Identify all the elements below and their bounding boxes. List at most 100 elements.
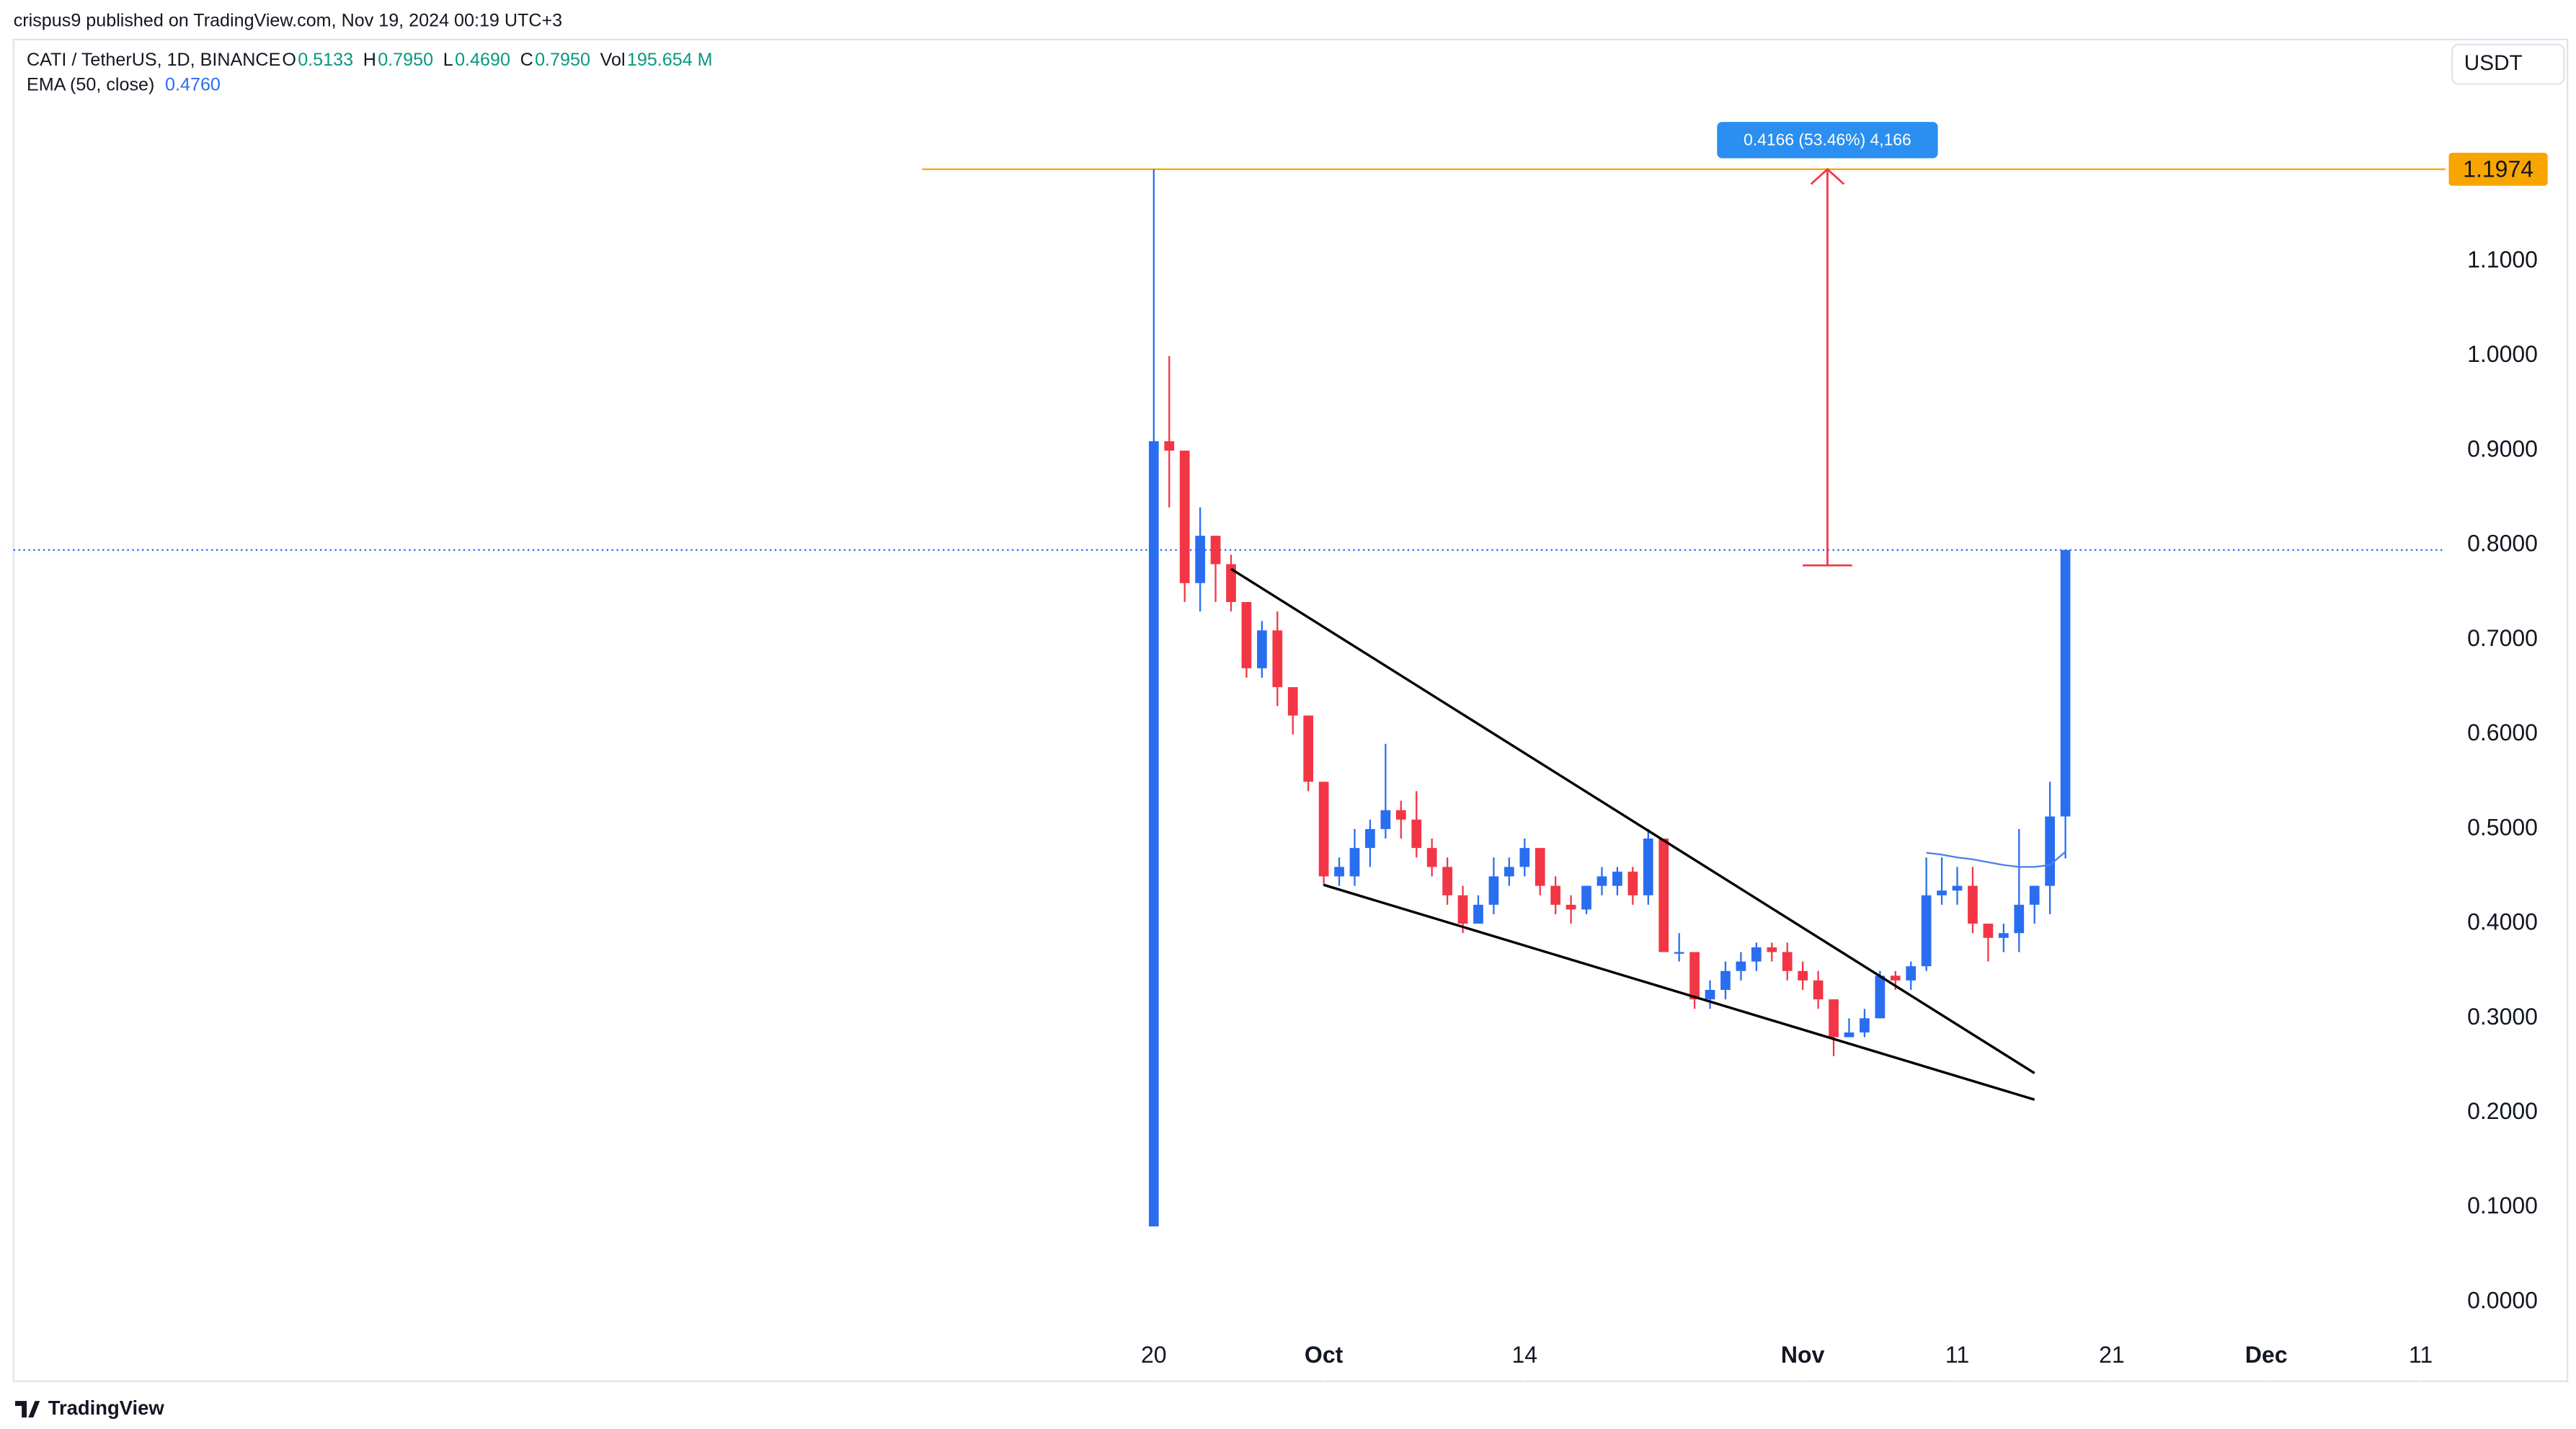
candle-body (1674, 952, 1684, 954)
candle-body (1983, 924, 1994, 938)
candle-body (1303, 715, 1314, 782)
trendline (1230, 567, 2035, 1074)
candle-body (1705, 989, 1715, 1000)
candle-body (1968, 885, 1978, 924)
candle-body (1411, 819, 1422, 849)
candle-body (1287, 687, 1298, 716)
x-tick-label: 11 (1945, 1342, 1969, 1368)
legend-value: 0.7950 (535, 50, 590, 70)
candle-body (1442, 867, 1452, 895)
candle-body (1148, 441, 1159, 1227)
candle-body (1875, 975, 1886, 1019)
candle-body (1226, 564, 1236, 602)
publisher-note: crispus9 published on TradingView.com, N… (14, 10, 562, 30)
candle-body (1535, 848, 1545, 886)
x-tick-label: 21 (2099, 1342, 2125, 1368)
chart-frame (12, 38, 2569, 1382)
y-tick-label: 1.1000 (2467, 247, 2538, 273)
candle-body (1334, 867, 1344, 877)
candle-body (1798, 970, 1808, 981)
candle-body (1782, 952, 1793, 971)
indicator-value: 0.4760 (165, 75, 221, 95)
y-tick-label: 0.8000 (2467, 531, 2538, 557)
legend-key: Vol (600, 50, 626, 70)
legend-value: 0.4690 (455, 50, 510, 70)
candle-body (1395, 810, 1406, 820)
candle-body (1952, 885, 1963, 891)
symbol-info: CATI / TetherUS, 1D, BINANCE (27, 50, 280, 70)
measure-label-box (1717, 122, 1938, 159)
candle-body (1210, 536, 1221, 565)
candle-body (1596, 876, 1607, 886)
candle-body (1813, 980, 1824, 1000)
measure-arrowhead (1810, 167, 1845, 185)
candle-body (1488, 876, 1499, 905)
candle-body (1890, 975, 1901, 981)
ema-line (1926, 851, 2066, 868)
candle-body (1504, 867, 1514, 877)
candle-body (1736, 961, 1746, 971)
candle-body (1751, 947, 1762, 962)
currency-label[interactable]: USDT (2464, 51, 2523, 75)
y-tick-label: 0.0000 (2467, 1287, 2538, 1313)
legend-value: 195.654 M (627, 50, 713, 70)
y-tick-label: 0.5000 (2467, 814, 2538, 840)
legend-key: C (520, 50, 533, 70)
currency-button[interactable] (2451, 43, 2565, 85)
candle-body (1565, 904, 1576, 910)
candle-body (1829, 999, 1839, 1038)
candle-body (1272, 630, 1283, 688)
legend-value: 0.7950 (378, 50, 433, 70)
candle-body (1906, 966, 1917, 981)
candle-body (2014, 904, 2025, 934)
y-tick-label: 0.6000 (2467, 720, 2538, 746)
legend-key: L (443, 50, 453, 70)
candle-body (1550, 885, 1561, 905)
x-tick-label: 14 (1511, 1342, 1537, 1368)
legend-value: 0.5133 (298, 50, 353, 70)
y-tick-label: 0.1000 (2467, 1193, 2538, 1218)
candle-body (1179, 451, 1190, 583)
candle-body (1164, 441, 1175, 451)
candle-body (1426, 848, 1437, 867)
high-price-label: 1.1974 (2463, 156, 2533, 182)
candle-body (1937, 890, 1947, 895)
ohlc-legend: O 0.5133 H 0.7950 L 0.4690 C 0.7950 Vol 195.654 M (282, 50, 712, 70)
x-tick-label: 11 (2409, 1342, 2433, 1368)
high-price-tag (2448, 152, 2548, 186)
candle-body (1612, 871, 1622, 886)
candle-body (1457, 895, 1468, 924)
candle-body (1380, 810, 1391, 829)
x-tick-label: 20 (1141, 1342, 1167, 1368)
candle-body (1860, 1018, 1870, 1033)
candle-body (2029, 885, 2040, 905)
candle-body (1241, 601, 1252, 668)
candle-body (1627, 871, 1638, 895)
candle-body (1349, 848, 1360, 877)
candle-body (1998, 933, 2009, 938)
measure-label: 0.4166 (53.46%) 4,166 (1744, 130, 1911, 149)
y-tick-label: 0.3000 (2467, 1004, 2538, 1030)
y-tick-label: 0.4000 (2467, 909, 2538, 935)
candle-body (1581, 885, 1591, 910)
candle-body (1643, 839, 1653, 895)
candle-body (1658, 839, 1669, 952)
candle-body (1257, 630, 1267, 668)
candle-body (2045, 816, 2056, 886)
y-tick-label: 1.0000 (2467, 341, 2538, 367)
candle-body (1519, 848, 1530, 867)
candle-body (1473, 904, 1483, 924)
indicator-label: EMA (50, close) (27, 75, 154, 95)
candle-body (2060, 549, 2071, 817)
candle-body (1844, 1032, 1855, 1038)
candle-body (1318, 782, 1329, 877)
candle-body (1720, 970, 1731, 990)
brand-name: TradingView (48, 1397, 165, 1419)
candle-body (1921, 895, 1932, 967)
brand-logo (15, 1401, 40, 1417)
y-tick-label: 0.9000 (2467, 435, 2538, 461)
x-tick-label: Oct (1305, 1342, 1343, 1368)
legend-key: O (282, 50, 296, 70)
candle-body (1689, 952, 1700, 1000)
